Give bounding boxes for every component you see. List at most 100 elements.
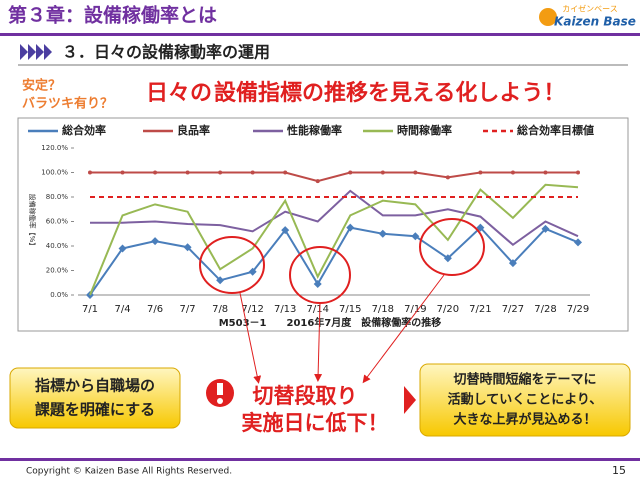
data-point <box>281 226 290 235</box>
series-line <box>90 189 579 247</box>
section-rule <box>18 64 628 66</box>
legend-label: 良品率 <box>177 123 210 137</box>
x-tick-label: 7/13 <box>274 304 296 315</box>
highlight-circle <box>419 218 485 276</box>
data-point <box>248 267 257 276</box>
arrow <box>239 292 262 384</box>
data-point <box>346 223 355 232</box>
series-line <box>89 226 579 296</box>
data-point <box>183 243 192 252</box>
data-point <box>120 170 125 175</box>
data-point <box>250 170 255 175</box>
legend-label: 総合効率目標値 <box>517 123 594 137</box>
data-point <box>574 238 582 247</box>
x-tick-label: 7/6 <box>147 304 163 315</box>
chart-frame <box>17 117 629 332</box>
data-point <box>576 170 580 175</box>
x-tick-label: 7/19 <box>404 304 426 315</box>
x-tick-label: 7/27 <box>502 304 524 315</box>
copyright: Copyright © Kaizen Base All Rights Reser… <box>26 467 232 477</box>
data-point <box>153 170 158 175</box>
headline: 日々の設備指標の推移を見える化しよう！ <box>146 80 565 106</box>
alert-icon <box>217 383 223 395</box>
data-point <box>445 175 450 180</box>
data-point <box>151 237 160 246</box>
x-tick-label: 7/20 <box>437 304 459 315</box>
left-box-text: 指標から自職場の <box>35 377 155 395</box>
right-box <box>419 363 631 437</box>
highlight <box>199 218 485 384</box>
title-rule <box>0 33 640 36</box>
x-axis-title: M503－1 2016年7月度 設備稼働率の推移 <box>219 316 442 329</box>
y-tick-label: 60.0% <box>46 218 69 226</box>
legend-label: 時間稼働率 <box>397 123 452 137</box>
chart: 0.0% 20.0% 40.0% 60.0% 80.0% 100.0% 120.0% 設備稼働… <box>28 123 594 329</box>
question: 安定？ <box>22 78 61 94</box>
x-tick-label: 7/29 <box>567 304 589 315</box>
logo-icon <box>539 8 557 26</box>
data-point <box>478 170 483 175</box>
data-point <box>315 179 320 184</box>
data-point <box>216 276 225 285</box>
slide-title: 第３章：設備稼働率とは <box>8 4 217 27</box>
data-point <box>378 229 387 238</box>
y-tick-label: 120.0% <box>41 144 68 152</box>
alert-icon <box>217 398 223 404</box>
headline-part: 日々の <box>146 81 212 106</box>
data-point <box>380 170 385 175</box>
right-box-text: 切替時間短縮をテーマに <box>453 372 596 388</box>
logo-kana: カイゼンベース <box>562 4 618 14</box>
data-point <box>283 170 288 175</box>
data-point <box>218 170 223 175</box>
alert-text: 切替段取り <box>253 384 358 408</box>
x-tick-label: 7/18 <box>372 304 394 315</box>
footer-rule <box>0 458 640 461</box>
data-point <box>185 170 190 175</box>
x-tick-label: 7/14 <box>306 304 328 315</box>
section-arrows <box>20 44 52 60</box>
data-point <box>88 170 92 175</box>
headline-part: 設備指標の推移を見える化しよう！ <box>214 80 565 106</box>
right-arrow <box>404 386 416 414</box>
alert-text: 実施日に低下！ <box>242 411 389 435</box>
data-point <box>411 232 420 241</box>
x-tick-label: 7/21 <box>469 304 491 315</box>
legend-label: 性能稼働率 <box>287 123 342 137</box>
x-tick-label: 7/15 <box>339 304 361 315</box>
y-tick-label: 100.0% <box>41 169 68 177</box>
page-number: 15 <box>612 464 626 477</box>
left-box <box>9 367 181 429</box>
left-box-text: 課題を明確にする <box>35 401 155 419</box>
data-point <box>413 170 418 175</box>
question: バラツキ有り？ <box>22 96 113 112</box>
data-point <box>443 254 452 263</box>
logo: Kaizen Base <box>554 15 636 29</box>
data-point <box>118 244 127 253</box>
x-tick-label: 7/1 <box>82 304 98 315</box>
data-point <box>541 224 550 233</box>
right-box-text: 活動していくことにより、 <box>448 392 603 408</box>
right-box-text: 大きな上昇が見込める！ <box>453 412 596 428</box>
x-tick-label: 7/7 <box>180 304 196 315</box>
y-tick-label: 80.0% <box>46 193 69 201</box>
x-tick-label: 7/4 <box>114 304 130 315</box>
data-point <box>543 170 548 175</box>
y-tick-label: 40.0% <box>46 242 69 250</box>
y-tick-label: 0.0% <box>50 291 68 299</box>
section-title: ３．日々の設備稼動率の運用 <box>62 43 270 62</box>
data-point <box>508 259 517 268</box>
arrow <box>362 274 445 384</box>
series-line <box>90 171 578 183</box>
y-tick-label: 20.0% <box>46 267 69 275</box>
data-point <box>348 170 353 175</box>
x-tick-label: 7/8 <box>212 304 228 315</box>
legend-label: 総合効率 <box>62 123 106 137</box>
x-tick-label: 7/28 <box>534 304 556 315</box>
y-axis-title: 設備稼働率【%】 <box>28 194 37 250</box>
x-tick-label: 7/12 <box>241 304 263 315</box>
series-line <box>89 183 579 296</box>
data-point <box>510 170 515 175</box>
data-point <box>313 279 322 288</box>
highlight-circle <box>199 236 265 294</box>
